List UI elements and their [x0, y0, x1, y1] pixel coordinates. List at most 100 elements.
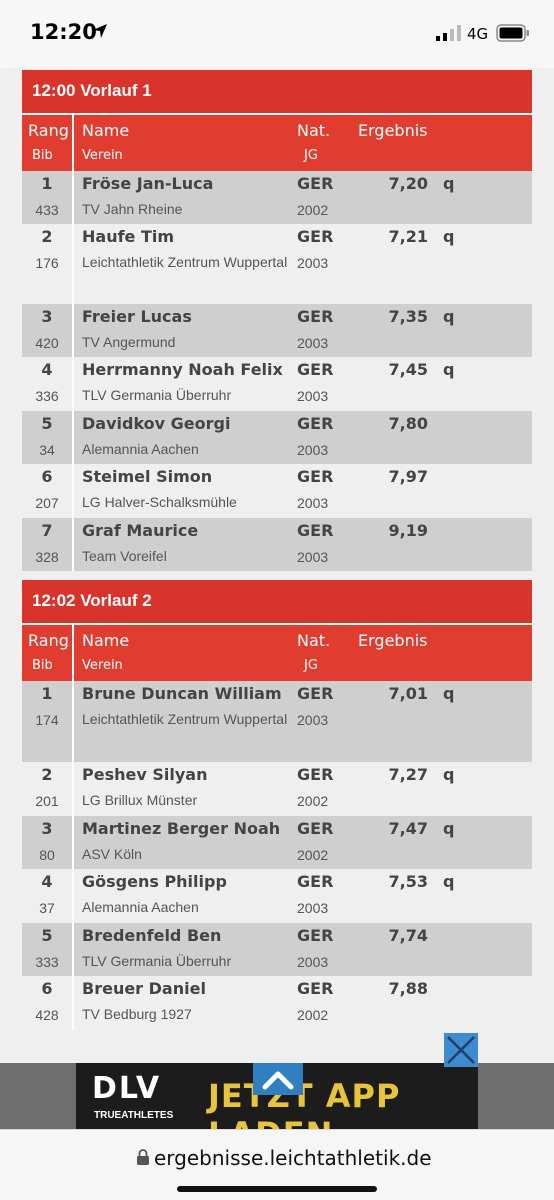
row-nat: GER [297, 765, 334, 784]
row-nat: GER [297, 467, 334, 486]
row-bib: 201 [35, 793, 59, 809]
header-name: Name [82, 631, 130, 650]
header-rang: Rang [28, 631, 69, 650]
row-year: 2003 [297, 954, 329, 970]
header-jg: JG [304, 148, 318, 163]
row-result: 7,45 [388, 360, 428, 379]
url-text[interactable]: ergebnisse.leichtathletik.de [154, 1146, 432, 1170]
table-row: 4 37 Gösgens Philipp Alemannia Aachen GE… [22, 869, 532, 923]
heat-title: 12:02 Vorlauf 2 [22, 580, 532, 623]
row-year: 2003 [297, 388, 329, 404]
row-result: 7,74 [388, 926, 428, 945]
row-nat: GER [297, 414, 334, 433]
row-club: TV Angermund [82, 334, 176, 350]
row-rank: 4 [41, 872, 53, 891]
header-bib: Bib [32, 658, 53, 673]
location-arrow-icon [93, 24, 107, 38]
results-page: 12:00 Vorlauf 1 Rang Bib Name Verein Nat… [0, 68, 554, 1063]
row-name: Freier Lucas [82, 307, 192, 326]
row-club: TV Bedburg 1927 [82, 1006, 192, 1022]
heat-1-table: 12:00 Vorlauf 1 Rang Bib Name Verein Nat… [22, 70, 532, 571]
row-name: Peshev Silyan [82, 765, 208, 784]
row-name: Martinez Berger Noah [82, 819, 281, 838]
row-result: 7,01 [388, 684, 428, 703]
header-jg: JG [304, 658, 318, 673]
header-nat: Nat. [297, 631, 331, 650]
scroll-top-button[interactable] [253, 1063, 303, 1095]
row-result: 7,80 [388, 414, 428, 433]
row-name: Steimel Simon [82, 467, 213, 486]
row-rank: 1 [41, 684, 53, 703]
row-year: 2002 [297, 793, 329, 809]
row-result: 9,19 [388, 521, 428, 540]
row-result: 7,88 [388, 979, 428, 998]
row-club: Leichtathletik Zentrum Wuppertal [82, 711, 288, 727]
row-year: 2003 [297, 549, 329, 565]
row-name: Davidkov Georgi [82, 414, 231, 433]
row-club: ASV Köln [82, 846, 142, 862]
row-year: 2003 [297, 442, 329, 458]
row-bib: 174 [35, 712, 59, 728]
row-bib: 428 [35, 1007, 59, 1023]
row-club: LG Halver-Schalksmühle [82, 494, 237, 510]
battery-icon [496, 24, 529, 42]
row-rank: 4 [41, 360, 53, 379]
table-row: 2 176 Haufe Tim Leichtathletik Zentrum W… [22, 224, 532, 304]
row-nat: GER [297, 819, 334, 838]
row-nat: GER [297, 684, 334, 703]
ad-close-button[interactable] [444, 1033, 478, 1067]
row-nat: GER [297, 227, 334, 246]
row-result: 7,97 [388, 467, 428, 486]
home-indicator[interactable] [177, 1186, 377, 1192]
table-row: 1 174 Brune Duncan William Leichtathleti… [22, 681, 532, 762]
row-name: Bredenfeld Ben [82, 926, 222, 945]
row-name: Gösgens Philipp [82, 872, 227, 891]
chevron-up-icon [262, 1071, 294, 1090]
network-type: 4G [467, 25, 489, 43]
row-year: 2003 [297, 335, 329, 351]
row-rank: 5 [41, 414, 53, 433]
row-qualified: q [443, 872, 455, 891]
row-rank: 6 [41, 467, 53, 486]
browser-url-bar[interactable]: ergebnisse.leichtathletik.de [0, 1129, 554, 1200]
signal-icon [436, 25, 461, 41]
row-name: Graf Maurice [82, 521, 199, 540]
row-qualified: q [443, 819, 455, 838]
table-row: 4 336 Herrmanny Noah Felix TLV Germania … [22, 357, 532, 411]
table-row: 2 201 Peshev Silyan LG Brillux Münster G… [22, 762, 532, 816]
row-rank: 7 [41, 521, 53, 540]
row-rank: 2 [41, 227, 53, 246]
row-club: LG Brillux Münster [82, 792, 198, 808]
header-rang: Rang [28, 121, 69, 140]
close-icon [447, 1036, 475, 1064]
status-time: 12:20 [30, 20, 97, 44]
row-qualified: q [443, 307, 455, 326]
row-name: Breuer Daniel [82, 979, 206, 998]
row-qualified: q [443, 227, 455, 246]
row-qualified: q [443, 360, 455, 379]
header-ergebnis: Ergebnis [358, 631, 428, 650]
heat-2-table: 12:02 Vorlauf 2 Rang Bib Name Verein Nat… [22, 580, 532, 1030]
row-bib: 433 [35, 202, 59, 218]
row-year: 2003 [297, 712, 329, 728]
header-ergebnis: Ergebnis [358, 121, 428, 140]
row-club: Alemannia Aachen [82, 899, 199, 915]
row-bib: 333 [35, 954, 59, 970]
row-rank: 3 [41, 819, 53, 838]
row-bib: 37 [39, 900, 55, 916]
row-name: Brune Duncan William [82, 684, 282, 703]
table-row: 3 420 Freier Lucas TV Angermund GER 2003… [22, 304, 532, 357]
row-bib: 420 [35, 335, 59, 351]
table-row: 7 328 Graf Maurice Team Voreifel GER 200… [22, 518, 532, 571]
row-name: Haufe Tim [82, 227, 175, 246]
table-header: Rang Bib Name Verein Nat. JG Ergebnis [22, 625, 532, 681]
row-qualified: q [443, 684, 455, 703]
row-bib: 207 [35, 495, 59, 511]
lock-icon [137, 1149, 149, 1165]
table-header: Rang Bib Name Verein Nat. JG Ergebnis [22, 115, 532, 171]
row-rank: 3 [41, 307, 53, 326]
row-result: 7,47 [388, 819, 428, 838]
row-rank: 6 [41, 979, 53, 998]
row-club: Leichtathletik Zentrum Wuppertal [82, 254, 288, 270]
table-row: 5 333 Bredenfeld Ben TLV Germania Überru… [22, 923, 532, 976]
